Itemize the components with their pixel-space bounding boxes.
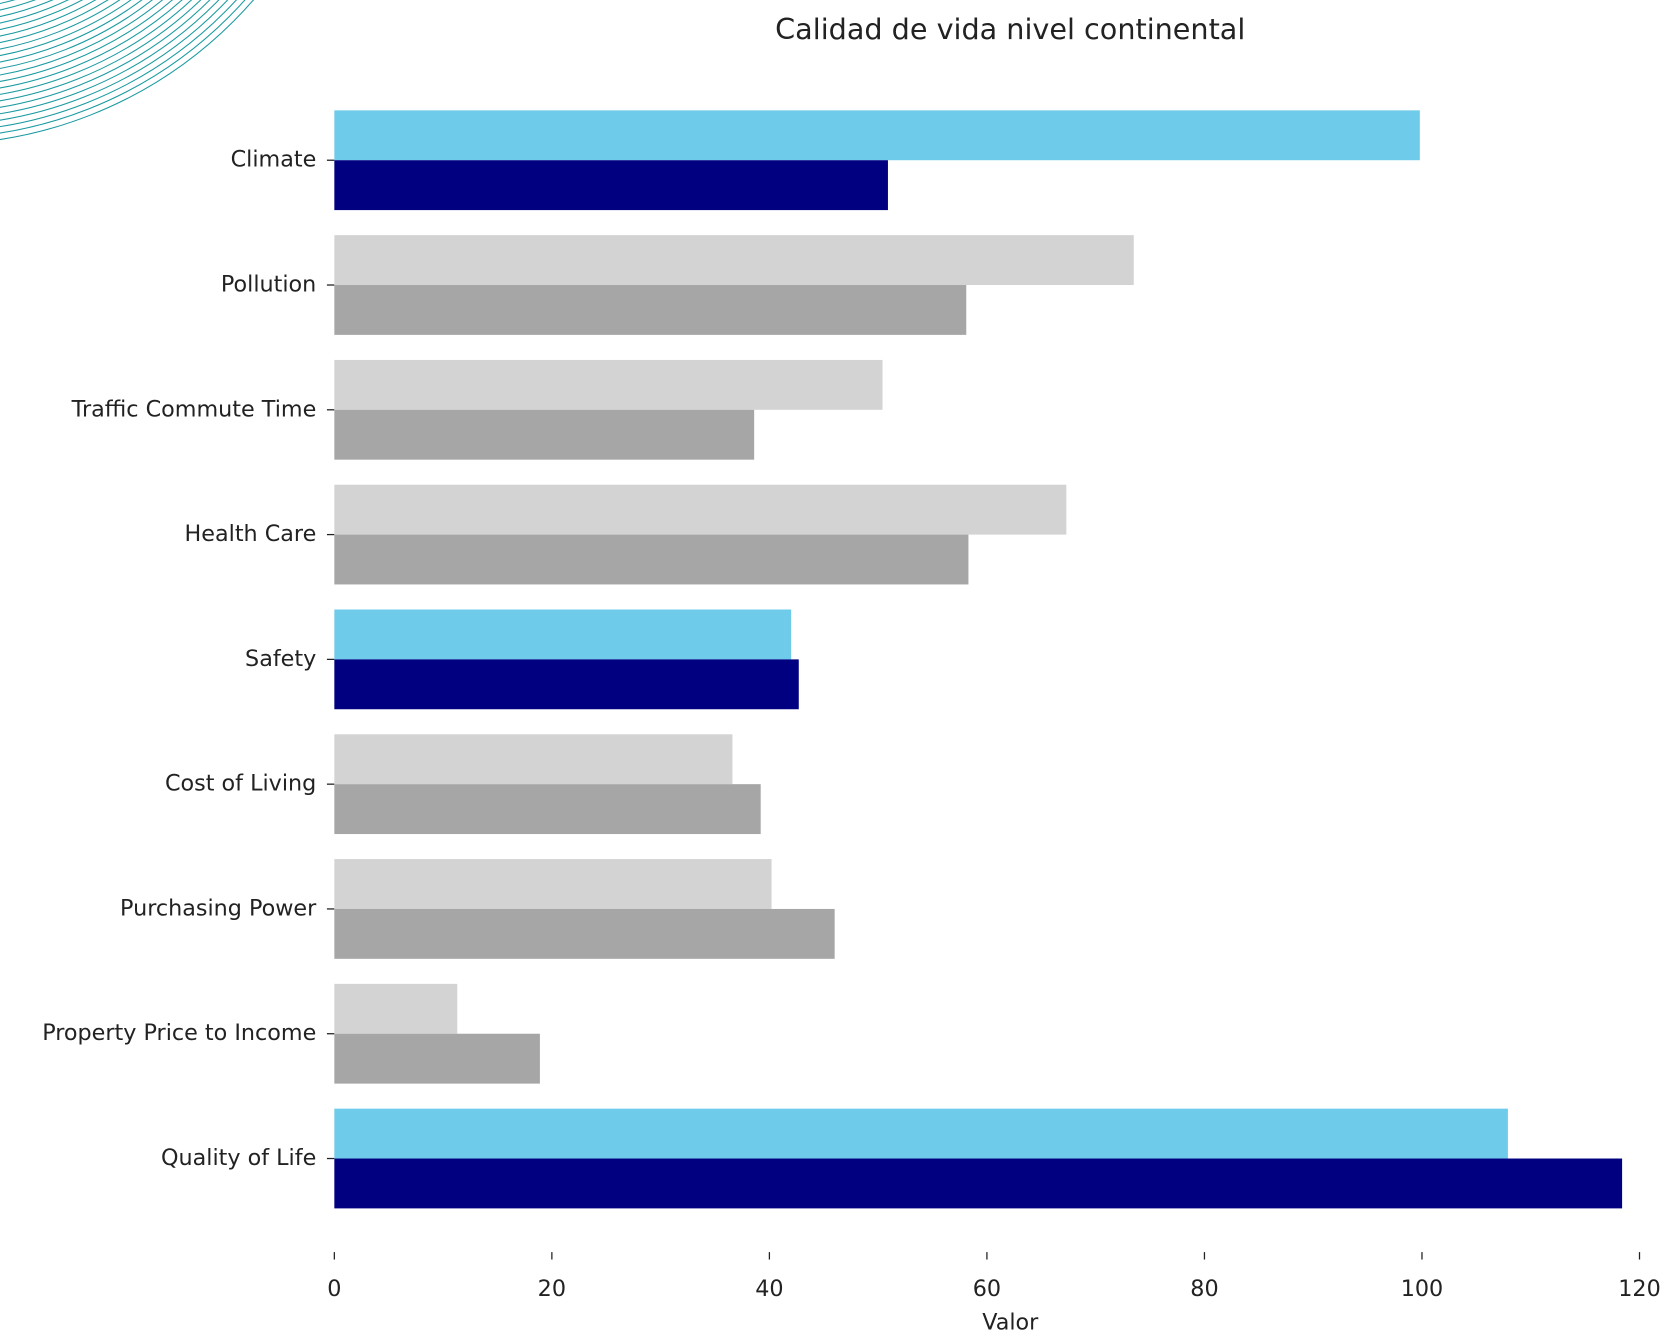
bar [334, 609, 792, 660]
decor-arc [0, 0, 132, 56]
bar [334, 1108, 1508, 1159]
bar [334, 160, 888, 211]
x-tick-label: 20 [538, 1276, 566, 1302]
y-tick-label: Health Care [185, 521, 317, 547]
bar [334, 409, 755, 460]
bar [334, 285, 967, 335]
bar [334, 110, 1420, 161]
decor-arc [0, 0, 97, 37]
bar [334, 908, 835, 959]
chart-title: Calidad de vida nivel continental [775, 12, 1245, 46]
decoration [0, 0, 255, 140]
y-tick-label: Traffic Commute Time [71, 396, 317, 422]
decor-arc [0, 0, 237, 128]
bar [334, 484, 1067, 535]
y-tick-label: Climate [231, 147, 317, 173]
decor-arc [0, 0, 163, 76]
x-tick-label: 0 [327, 1276, 341, 1302]
bar [334, 734, 733, 785]
x-tick-label: 100 [1401, 1276, 1444, 1302]
x-tick-label: 60 [973, 1276, 1001, 1302]
x-axis-label: Valor [982, 1310, 1039, 1336]
y-tick-label: Property Price to Income [42, 1020, 316, 1046]
bar [334, 359, 883, 410]
y-tick-label: Pollution [221, 272, 316, 298]
bar [334, 235, 1134, 286]
y-tick-label: Purchasing Power [120, 895, 317, 921]
bar [334, 983, 458, 1034]
y-tick-label: Safety [245, 646, 316, 672]
bar [334, 1158, 1623, 1209]
y-tick-label: Cost of Living [165, 771, 316, 797]
decor-arc [0, 0, 220, 115]
bar [334, 784, 761, 835]
bar [334, 859, 772, 909]
x-tick-label: 40 [755, 1276, 783, 1302]
bar [334, 1033, 540, 1084]
bar [334, 659, 799, 710]
y-tick-label: Quality of Life [161, 1145, 316, 1171]
x-tick-label: 80 [1190, 1276, 1218, 1302]
x-tick-label: 120 [1618, 1276, 1661, 1302]
bar [334, 534, 969, 585]
decor-arc [0, 0, 255, 140]
